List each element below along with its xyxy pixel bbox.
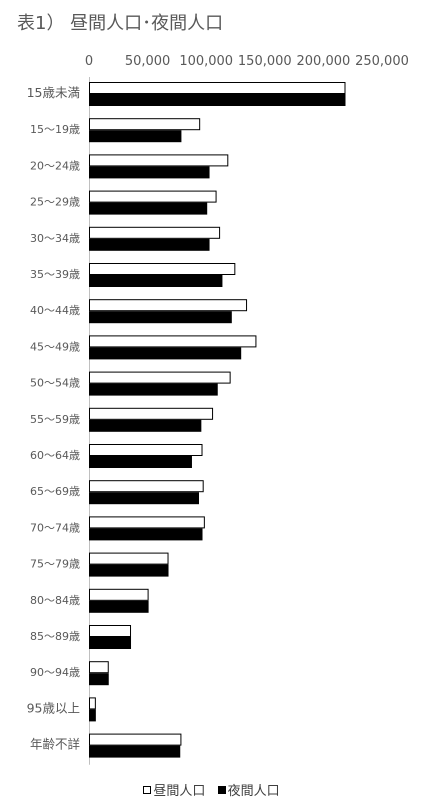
- bar-daytime: [89, 263, 236, 275]
- category-label: 50～54歳: [30, 377, 80, 390]
- bar-nighttime: [89, 202, 208, 215]
- bar-daytime: [89, 516, 205, 529]
- bar-nighttime: [89, 745, 181, 758]
- category-label: 35～39歳: [30, 268, 80, 281]
- category-label: 年齢不詳: [30, 737, 80, 752]
- bar-nighttime: [89, 528, 203, 541]
- bar-nighttime: [89, 275, 223, 287]
- bar-daytime: [89, 480, 204, 493]
- x-tick-label: 50,000: [125, 54, 171, 69]
- bar-daytime: [89, 625, 132, 637]
- bar-nighttime: [89, 419, 202, 432]
- bar-daytime: [89, 190, 217, 203]
- bar-daytime: [89, 661, 109, 674]
- legend-label-nighttime: 夜間人口: [227, 784, 280, 799]
- category-label: 20～24歳: [30, 159, 80, 172]
- bar-nighttime: [89, 383, 218, 396]
- bar-nighttime: [89, 238, 210, 251]
- bar-nighttime: [89, 347, 242, 360]
- bar-daytime: [89, 444, 203, 456]
- chart-title: 表1） 昼間人口･夜間人口: [17, 13, 224, 34]
- bar-nighttime: [89, 564, 169, 577]
- category-label: 40～44歳: [30, 304, 80, 317]
- bar-daytime: [89, 226, 221, 239]
- bar-nighttime: [89, 600, 149, 613]
- x-tick-label: 0: [85, 54, 93, 69]
- legend-item-nighttime: 夜間人口: [217, 780, 280, 799]
- bar-daytime: [89, 588, 149, 601]
- bar-daytime: [89, 118, 201, 131]
- category-label: 65～69歳: [30, 485, 80, 498]
- legend-label-daytime: 昼間人口: [153, 784, 206, 799]
- bar-nighttime: [89, 130, 182, 143]
- bar-daytime: [89, 552, 169, 565]
- bar-daytime: [89, 733, 182, 746]
- bar-nighttime: [89, 311, 232, 324]
- x-tick-label: 250,000: [355, 54, 409, 69]
- bar-daytime: [89, 407, 214, 420]
- category-label: 30～34歳: [30, 232, 80, 245]
- category-label: 90～94歳: [30, 666, 80, 679]
- bar-daytime: [89, 697, 96, 710]
- category-label: 95歳以上: [27, 700, 80, 715]
- legend-swatch-daytime: [143, 785, 152, 794]
- bar-nighttime: [89, 456, 192, 468]
- category-label: 60～64歳: [30, 449, 80, 462]
- category-label: 75～79歳: [30, 558, 80, 571]
- bar-nighttime: [89, 94, 346, 106]
- bar-daytime: [89, 335, 257, 348]
- bar-daytime: [89, 371, 231, 384]
- bar-nighttime: [89, 492, 199, 505]
- x-tick-label: 200,000: [297, 54, 351, 69]
- category-label: 55～59歳: [30, 413, 80, 426]
- bar-nighttime: [89, 166, 210, 179]
- bar-nighttime: [89, 673, 109, 686]
- category-label: 85～89歳: [30, 630, 80, 643]
- category-label: 70～74歳: [30, 521, 80, 534]
- legend-swatch-nighttime: [217, 785, 226, 794]
- category-label: 80～84歳: [30, 594, 80, 607]
- category-label: 45～49歳: [30, 340, 80, 353]
- bar-daytime: [89, 82, 346, 94]
- bar-nighttime: [89, 709, 96, 722]
- category-label: 25～29歳: [30, 196, 80, 209]
- x-tick-label: 100,000: [179, 54, 233, 69]
- x-tick-label: 150,000: [238, 54, 292, 69]
- legend: 昼間人口 夜間人口: [0, 780, 423, 799]
- category-label: 15歳未満: [27, 85, 80, 100]
- bar-daytime: [89, 299, 248, 312]
- category-label: 15～19歳: [30, 123, 80, 136]
- legend-item-daytime: 昼間人口: [143, 780, 205, 799]
- bar-nighttime: [89, 637, 132, 649]
- bar-daytime: [89, 154, 229, 167]
